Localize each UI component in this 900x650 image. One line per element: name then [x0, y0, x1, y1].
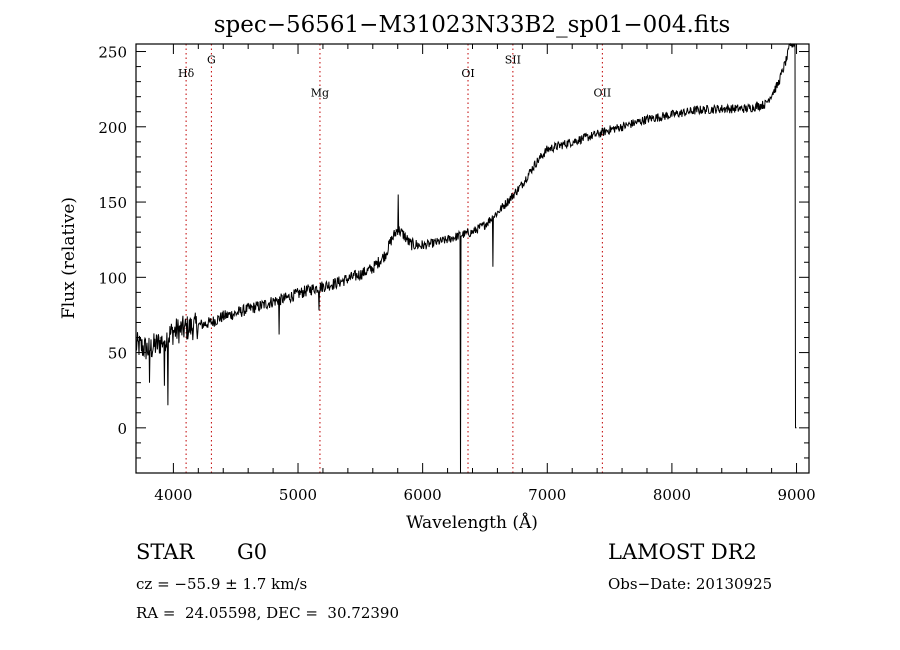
- survey-name: LAMOST DR2: [608, 540, 757, 564]
- chart-title: spec−56561−M31023N33B2_sp01−004.fits: [214, 12, 731, 38]
- line-markers: Hδ G Mg OI SII OII: [178, 44, 611, 473]
- line-marker-label: Hδ: [178, 67, 195, 80]
- object-class: STAR: [136, 540, 195, 564]
- coordinates: RA = 24.05598, DEC = 30.72390: [136, 604, 400, 622]
- redshift-readout: cz = −55.9 ± 1.7 km/s: [136, 575, 308, 593]
- line-marker-label: Mg: [311, 87, 329, 100]
- y-axis-label: Flux (relative): [59, 197, 79, 319]
- x-tick-label: 5000: [279, 486, 317, 504]
- line-marker-label: OII: [594, 87, 612, 100]
- line-marker-label: G: [207, 54, 216, 67]
- x-tick-label: 7000: [528, 486, 566, 504]
- line-marker-label: OI: [461, 67, 474, 80]
- line-marker-label: SII: [505, 54, 521, 67]
- x-tick-label: 9000: [777, 486, 815, 504]
- y-tick-label: 250: [98, 44, 127, 62]
- y-tick-label: 150: [98, 194, 127, 212]
- y-tick-label: 100: [98, 269, 127, 287]
- y-axis: 0 50 100 150 200 250: [98, 44, 809, 459]
- x-axis: 4000 5000 6000 7000 8000 9000: [154, 44, 816, 504]
- y-tick-label: 200: [98, 119, 127, 137]
- y-tick-label: 50: [108, 345, 127, 363]
- spectrum-series: [135, 42, 797, 474]
- y-tick-label: 0: [117, 420, 127, 438]
- x-tick-label: 4000: [154, 486, 192, 504]
- x-tick-label: 8000: [653, 486, 691, 504]
- object-subclass: G0: [237, 540, 268, 564]
- x-axis-label: Wavelength (Å): [406, 512, 538, 533]
- x-tick-label: 6000: [404, 486, 442, 504]
- obs-date: Obs−Date: 20130925: [608, 575, 773, 593]
